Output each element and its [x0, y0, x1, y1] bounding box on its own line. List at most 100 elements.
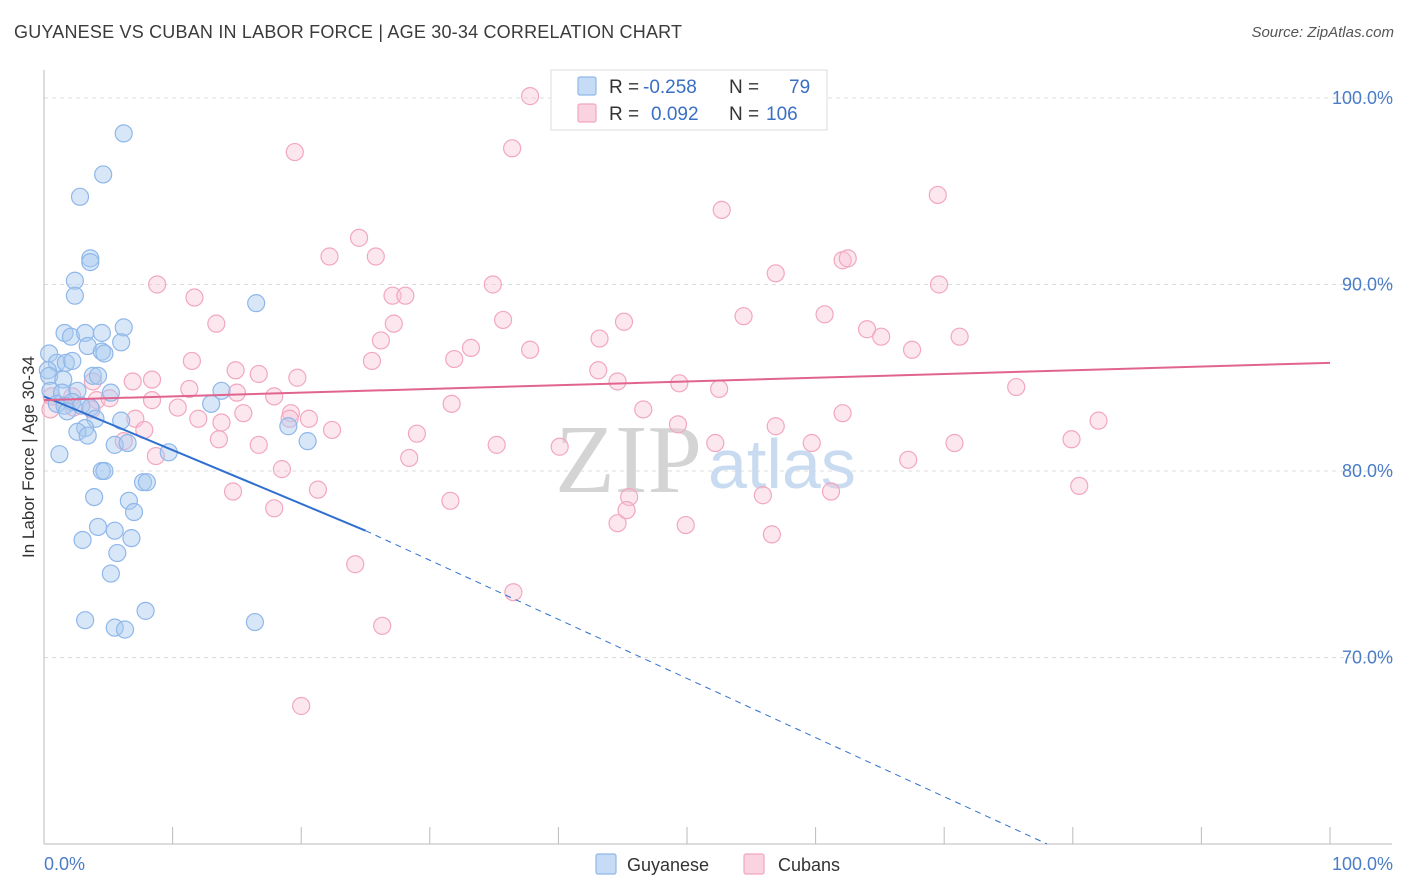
bottom-legend-swatch-guyanese: [595, 853, 617, 875]
data-point: [285, 142, 304, 162]
series-guyanese: [38, 124, 317, 639]
data-point: [65, 286, 84, 305]
tick-labels: 100.0% 90.0% 80.0% 70.0% 0.0% 100.0%: [44, 88, 1393, 874]
chart-source: Source: ZipAtlas.com: [1251, 24, 1394, 41]
chart-title: GUYANESE VS CUBAN IN LABOR FORCE | AGE 3…: [14, 22, 683, 42]
data-point: [349, 228, 369, 247]
legend-r-value-guyanese: -0.258: [643, 77, 697, 98]
data-point: [83, 366, 102, 385]
data-point: [802, 433, 821, 453]
data-point: [821, 482, 841, 501]
data-point: [105, 521, 124, 540]
data-point: [227, 383, 246, 402]
data-point: [299, 409, 319, 428]
data-point: [70, 187, 90, 206]
legend-n-value-guyanese: 79: [789, 77, 810, 98]
data-point: [1062, 430, 1081, 449]
bottom-legend-swatch-cubans: [743, 853, 765, 875]
data-point: [280, 409, 299, 428]
data-point: [634, 400, 653, 419]
data-point: [101, 564, 120, 583]
data-point: [710, 379, 729, 399]
data-point: [766, 417, 785, 436]
data-point: [1007, 377, 1026, 397]
data-point: [857, 320, 877, 339]
data-point: [292, 696, 311, 716]
data-point: [614, 312, 634, 331]
data-point: [133, 473, 153, 492]
data-point: [85, 487, 104, 507]
data-point: [487, 435, 506, 454]
data-point: [899, 450, 918, 469]
data-point: [108, 543, 127, 563]
legend-r-label-guyanese: R =: [609, 77, 639, 98]
y-tick-label: 70.0%: [1342, 647, 1393, 667]
data-point: [494, 310, 513, 330]
data-point: [209, 430, 228, 449]
data-point: [94, 165, 113, 184]
data-point: [182, 351, 201, 371]
data-point: [504, 583, 523, 602]
legend: R = -0.258 N = 79 R = 0.092 N = 106: [550, 69, 828, 131]
data-point: [249, 364, 268, 384]
data-point: [383, 286, 402, 305]
data-point: [872, 327, 891, 346]
legend-box: [550, 69, 828, 131]
data-point: [247, 294, 266, 313]
y-tick-label: 90.0%: [1342, 274, 1393, 294]
data-point: [202, 394, 221, 413]
data-point: [676, 515, 695, 535]
legend-r-value-cubans: 0.092: [651, 104, 699, 125]
data-point: [608, 372, 627, 391]
data-point: [73, 530, 92, 550]
data-point: [124, 502, 144, 522]
bottom-legend: Guyanese Cubans: [595, 853, 840, 875]
data-point: [288, 368, 307, 387]
data-point: [185, 288, 204, 307]
bottom-legend-label-guyanese: Guyanese: [627, 855, 709, 875]
data-point: [76, 611, 95, 630]
data-point: [78, 426, 97, 445]
data-point: [136, 601, 155, 620]
data-point: [265, 499, 284, 518]
legend-r-label-cubans: R =: [609, 104, 639, 125]
data-point: [223, 482, 243, 501]
data-point: [590, 329, 609, 348]
data-point: [706, 433, 725, 453]
legend-n-label-cubans: N =: [729, 104, 759, 125]
legend-n-label-guyanese: N =: [729, 77, 759, 98]
data-point: [118, 433, 137, 453]
data-point: [119, 491, 138, 510]
data-point: [407, 424, 427, 443]
data-point: [608, 514, 627, 533]
data-point: [226, 361, 245, 380]
data-point: [68, 422, 87, 441]
data-point: [346, 555, 365, 574]
legend-swatch-guyanese: [577, 76, 597, 96]
data-point: [180, 379, 199, 399]
data-point: [88, 366, 108, 385]
data-point: [833, 404, 852, 423]
data-point: [207, 314, 226, 333]
data-point: [461, 338, 481, 357]
watermark-atlas: atlas: [708, 425, 856, 503]
y-axis-label: In Labor Force | Age 30-34: [19, 356, 38, 558]
data-point: [142, 391, 162, 410]
data-point: [249, 435, 268, 454]
data-point: [38, 361, 57, 380]
data-point: [40, 366, 59, 385]
data-point: [50, 445, 69, 464]
trend-line-guyanese: [43, 395, 366, 532]
data-point: [142, 370, 162, 389]
data-point: [137, 473, 156, 492]
data-point: [322, 420, 342, 440]
data-point: [63, 351, 82, 371]
trend-line-cubans: [43, 361, 1331, 402]
data-point: [298, 432, 317, 451]
data-point: [92, 342, 111, 361]
data-point: [670, 374, 689, 393]
data-point: [112, 333, 131, 352]
x-tick-label: 100.0%: [1332, 854, 1393, 874]
data-point: [272, 460, 292, 479]
